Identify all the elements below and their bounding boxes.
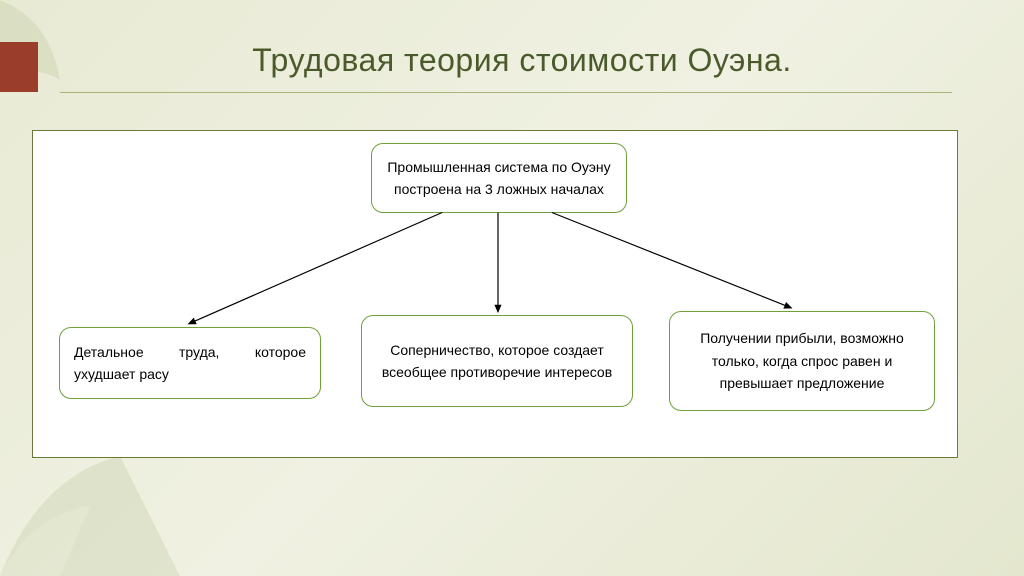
node-child-left-text: Детальное труда, которое ухудшает расу xyxy=(74,341,306,386)
slide-title: Трудовая теория стоимости Оуэна. xyxy=(60,42,984,79)
node-child-left: Детальное труда, которое ухудшает расу xyxy=(59,327,321,399)
node-root-text: Промышленная система по Оуэну построена … xyxy=(386,156,612,201)
node-child-center-text: Соперничество, которое создает всеобщее … xyxy=(376,339,618,384)
accent-bar xyxy=(0,42,38,92)
node-child-center: Соперничество, которое создает всеобщее … xyxy=(361,315,633,407)
node-root: Промышленная система по Оуэну построена … xyxy=(371,143,627,213)
title-underline xyxy=(60,92,952,93)
diagram-frame: Промышленная система по Оуэну построена … xyxy=(32,130,958,458)
node-child-right-text: Получении прибыли, возможно только, когд… xyxy=(684,327,920,394)
node-child-right: Получении прибыли, возможно только, когд… xyxy=(669,311,935,411)
